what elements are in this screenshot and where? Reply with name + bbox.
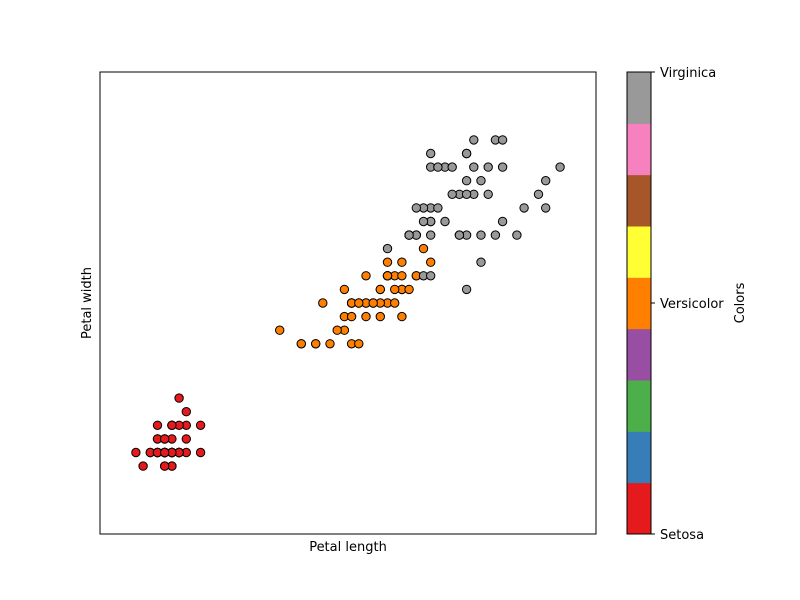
data-point-setosa [181, 434, 192, 444]
data-point-virginica [461, 284, 472, 295]
data-point-virginica [555, 162, 565, 172]
data-point-virginica [512, 230, 522, 240]
data-point-versicolor [325, 339, 335, 349]
data-point-virginica [469, 135, 479, 145]
data-point-setosa [174, 393, 184, 403]
data-point-versicolor [354, 298, 364, 308]
y-axis-label: Petal width [80, 267, 95, 339]
data-point-virginica [426, 230, 436, 240]
data-point-virginica [519, 203, 529, 213]
data-point-setosa [138, 461, 148, 471]
colorbar-bands [627, 72, 651, 535]
data-point-versicolor [332, 325, 342, 335]
colorbar-band [627, 174, 651, 227]
data-point-virginica [433, 203, 443, 213]
data-point-virginica [418, 216, 429, 227]
data-point-virginica [476, 176, 486, 186]
data-point-virginica [447, 189, 457, 200]
data-point-setosa [167, 420, 177, 430]
data-point-versicolor [361, 311, 371, 322]
data-point-setosa [160, 447, 170, 458]
data-point-versicolor [382, 271, 393, 281]
data-point-virginica [533, 189, 544, 200]
data-point-virginica [483, 189, 493, 200]
data-point-setosa [131, 447, 141, 458]
data-point-versicolor [296, 339, 306, 349]
data-point-versicolor [318, 298, 328, 308]
colorbar-band [627, 482, 651, 535]
colorbar-band [627, 380, 651, 432]
data-point-versicolor [354, 339, 364, 349]
colorbar-band [627, 277, 651, 330]
data-point-virginica [461, 176, 472, 186]
data-point-versicolor [397, 271, 407, 281]
data-point-virginica [461, 189, 472, 200]
colorbar-band [627, 123, 651, 176]
data-point-virginica [440, 216, 450, 227]
data-point-versicolor [339, 284, 350, 295]
colorbar-band [627, 431, 651, 484]
data-point-versicolor [368, 298, 378, 308]
data-point-versicolor [311, 339, 321, 349]
data-point-virginica [454, 230, 465, 240]
data-point-versicolor [361, 271, 371, 281]
data-point-setosa [160, 434, 170, 444]
data-point-virginica [447, 162, 457, 172]
data-point-versicolor [397, 257, 407, 267]
data-point-virginica [541, 176, 551, 186]
data-point-virginica [404, 230, 414, 240]
data-point-virginica [483, 162, 493, 172]
data-point-virginica [382, 243, 393, 254]
data-point-virginica [426, 148, 436, 159]
data-point-versicolor [390, 284, 400, 295]
data-point-virginica [497, 162, 508, 172]
colorbar-label: Colors [733, 282, 748, 323]
data-point-virginica [469, 162, 479, 172]
colorbar-band [627, 72, 651, 124]
data-point-setosa [181, 407, 192, 417]
data-point-versicolor [426, 257, 436, 267]
data-point-virginica [476, 257, 486, 267]
colorbar-band [627, 328, 651, 381]
x-axis-label: Petal length [309, 540, 387, 555]
data-point-virginica [490, 230, 501, 240]
data-point-virginica [426, 271, 436, 281]
data-point-setosa [152, 420, 163, 430]
data-point-virginica [497, 216, 508, 227]
data-point-versicolor [275, 325, 285, 335]
colorbar: Setosa Versicolor Virginica Colors [626, 66, 748, 543]
data-point-setosa [195, 420, 206, 430]
data-point-setosa [195, 447, 206, 458]
data-point-versicolor [375, 284, 385, 295]
colorbar-tick-label-setosa: Setosa [660, 528, 704, 543]
data-point-virginica [541, 203, 551, 213]
colorbar-tick-label-virginica: Virginica [660, 66, 716, 81]
colorbar-ticks: Setosa Versicolor Virginica [651, 66, 724, 543]
data-point-virginica [411, 203, 421, 213]
data-point-versicolor [390, 298, 400, 308]
data-point-virginica [497, 135, 508, 145]
data-point-versicolor [397, 311, 407, 322]
plot-frame [99, 71, 597, 535]
data-point-setosa [160, 461, 170, 471]
data-point-versicolor [382, 257, 393, 267]
colorbar-tick-label-versicolor: Versicolor [660, 297, 724, 312]
scatter-axes: Petal length Petal width [80, 71, 597, 555]
data-point-versicolor [418, 243, 429, 254]
scatter-points [131, 135, 565, 471]
data-point-versicolor [375, 311, 385, 322]
data-point-virginica [433, 162, 443, 172]
data-point-virginica [476, 230, 486, 240]
data-point-versicolor [346, 311, 357, 322]
data-point-virginica [461, 148, 472, 159]
colorbar-band [627, 226, 651, 278]
data-point-versicolor [404, 284, 414, 295]
